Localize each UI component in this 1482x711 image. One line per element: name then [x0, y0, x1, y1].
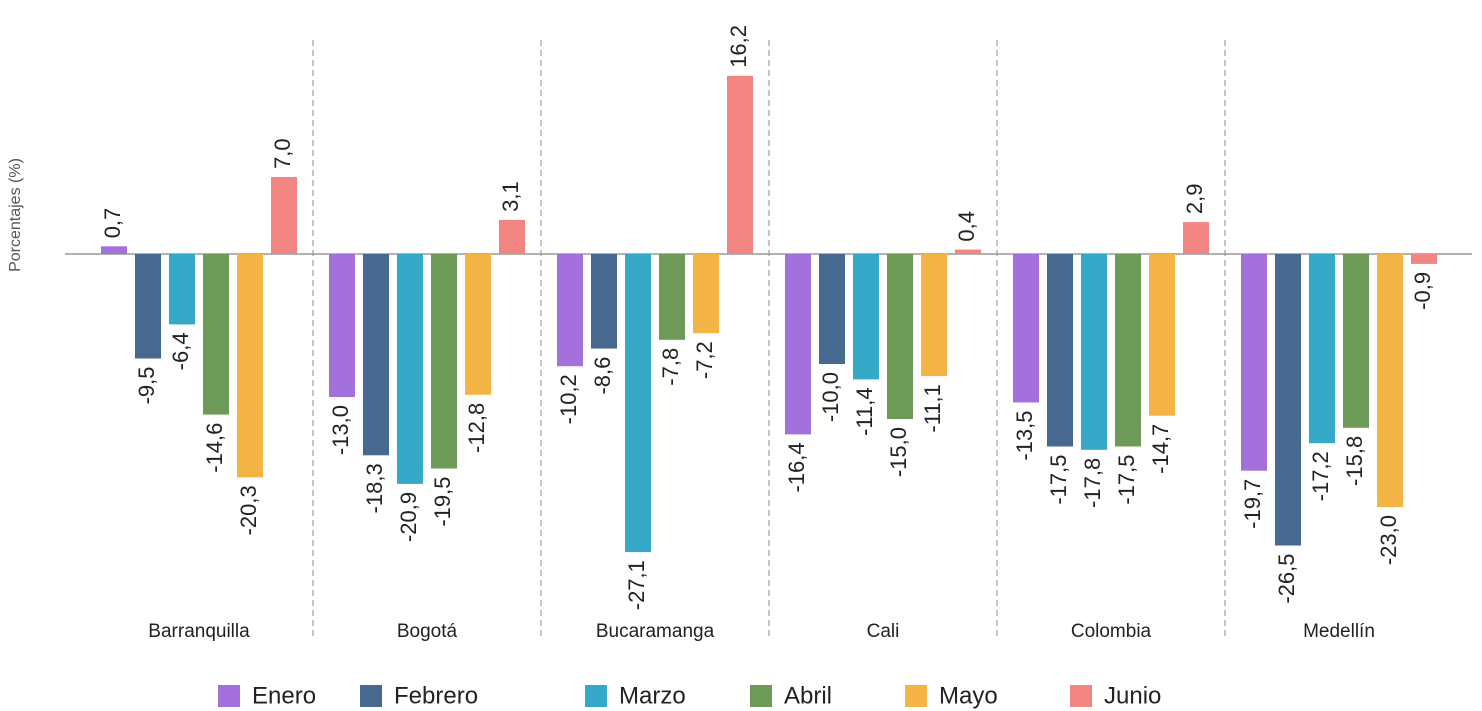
- legend-label: Enero: [252, 682, 316, 709]
- bar: [363, 254, 389, 455]
- bar: [1241, 254, 1267, 471]
- bar: [727, 76, 753, 254]
- value-label: -20,9: [396, 492, 421, 542]
- value-label: -6,4: [168, 332, 193, 370]
- bar: [1047, 254, 1073, 447]
- value-label: -9,5: [134, 367, 159, 405]
- bar: [625, 254, 651, 552]
- value-label: -17,5: [1114, 455, 1139, 505]
- x-tick-label: Colombia: [1071, 621, 1152, 642]
- bar: [1149, 254, 1175, 416]
- value-label: -10,2: [556, 374, 581, 424]
- bar: [271, 177, 297, 254]
- legend-swatch: [905, 685, 927, 707]
- value-label: -19,5: [430, 477, 455, 527]
- bar: [1377, 254, 1403, 507]
- y-axis-label: Porcentajes (%): [7, 158, 24, 272]
- value-label: -13,5: [1012, 411, 1037, 461]
- bar: [431, 254, 457, 469]
- bar: [1183, 222, 1209, 254]
- legend-swatch: [360, 685, 382, 707]
- bar: [237, 254, 263, 477]
- value-label: 0,7: [100, 208, 125, 239]
- bar: [785, 254, 811, 434]
- value-label: -17,8: [1080, 458, 1105, 508]
- value-label: -11,1: [920, 384, 945, 433]
- value-label: -17,2: [1308, 451, 1333, 501]
- x-tick-label: Bogotá: [397, 621, 458, 642]
- value-label: -18,3: [362, 463, 387, 513]
- bar: [921, 254, 947, 376]
- legend-label: Junio: [1104, 682, 1161, 709]
- legend-label: Febrero: [394, 682, 478, 709]
- value-label: -15,0: [886, 427, 911, 477]
- bar: [955, 250, 981, 254]
- x-tick-label: Barranquilla: [148, 621, 250, 642]
- value-label: -20,3: [236, 485, 261, 535]
- value-label: 0,4: [954, 211, 979, 242]
- value-label: -11,4: [852, 387, 877, 436]
- value-label: -15,8: [1342, 436, 1367, 486]
- value-label: -17,5: [1046, 455, 1071, 505]
- bar: [1013, 254, 1039, 403]
- value-label: -12,8: [464, 403, 489, 453]
- x-tick-label: Bucaramanga: [596, 621, 715, 642]
- value-label: 7,0: [270, 138, 295, 169]
- chart: Porcentajes (%) Barranquilla 0,7 -9,5 -6,4 -…: [0, 0, 1482, 711]
- value-label: -10,0: [818, 372, 843, 422]
- bar: [693, 254, 719, 333]
- bar: [1343, 254, 1369, 428]
- bar: [169, 254, 195, 324]
- value-label: -8,6: [590, 357, 615, 395]
- value-label: -23,0: [1376, 515, 1401, 565]
- bar: [659, 254, 685, 340]
- value-label: 2,9: [1182, 184, 1207, 215]
- value-label: -0,9: [1410, 272, 1435, 310]
- value-label: -13,0: [328, 405, 353, 455]
- x-tick-label: Cali: [867, 621, 900, 642]
- legend-label: Marzo: [619, 682, 686, 709]
- bar: [819, 254, 845, 364]
- legend-swatch: [218, 685, 240, 707]
- value-label: 3,1: [498, 181, 523, 212]
- bar: [101, 246, 127, 254]
- bar: [853, 254, 879, 379]
- bar: [465, 254, 491, 395]
- x-tick-label: Medellín: [1303, 621, 1375, 642]
- bar: [329, 254, 355, 397]
- bar: [135, 254, 161, 359]
- bar: [1115, 254, 1141, 447]
- bar: [1411, 254, 1437, 264]
- legend-swatch: [750, 685, 772, 707]
- legend-label: Mayo: [939, 682, 998, 709]
- bar: [1081, 254, 1107, 450]
- value-label: 16,2: [726, 25, 751, 68]
- value-label: -14,7: [1148, 424, 1173, 474]
- bar: [203, 254, 229, 415]
- bar: [887, 254, 913, 419]
- bar: [1275, 254, 1301, 546]
- legend-swatch: [1070, 685, 1092, 707]
- value-label: -26,5: [1274, 554, 1299, 604]
- legend-label: Abril: [784, 682, 832, 709]
- value-label: -14,6: [202, 423, 227, 473]
- value-label: -27,1: [624, 560, 649, 610]
- bar: [1309, 254, 1335, 443]
- legend-swatch: [585, 685, 607, 707]
- value-label: -16,4: [784, 442, 809, 492]
- bar: [397, 254, 423, 484]
- bar: [557, 254, 583, 366]
- value-label: -7,2: [692, 341, 717, 379]
- bar: [499, 220, 525, 254]
- value-label: -7,8: [658, 348, 683, 386]
- value-label: -19,7: [1240, 479, 1265, 529]
- bar: [591, 254, 617, 349]
